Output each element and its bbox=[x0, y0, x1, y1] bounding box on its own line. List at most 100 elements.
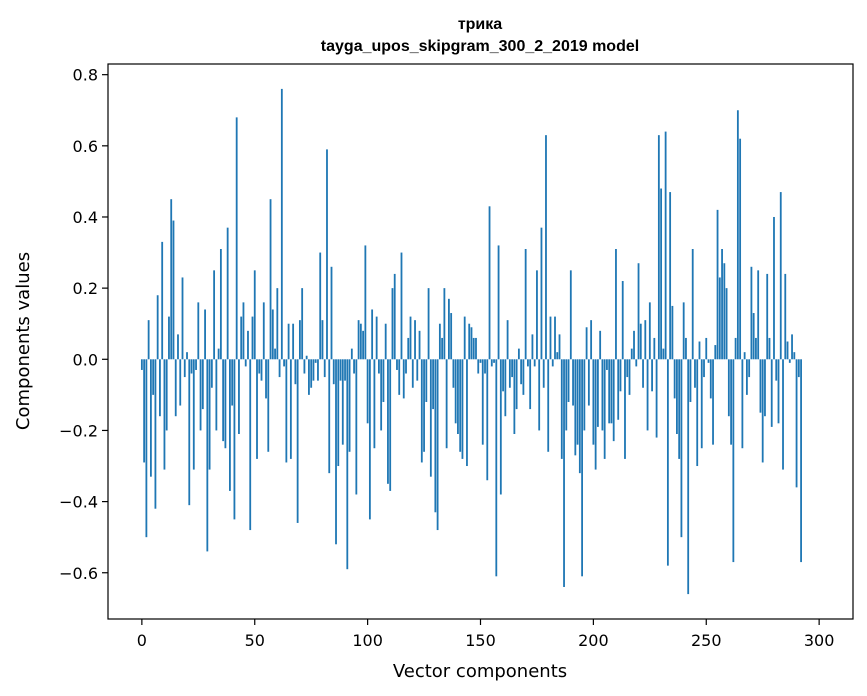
bar bbox=[653, 337, 656, 360]
bar bbox=[676, 359, 678, 434]
bar bbox=[502, 359, 504, 392]
bar bbox=[655, 359, 658, 438]
bar bbox=[743, 352, 746, 360]
bar bbox=[445, 359, 448, 449]
bar bbox=[795, 359, 798, 488]
bar bbox=[188, 359, 191, 506]
bars-group bbox=[140, 88, 802, 595]
bar bbox=[305, 355, 308, 360]
bar bbox=[174, 359, 177, 417]
bar bbox=[247, 330, 249, 360]
bar bbox=[423, 359, 425, 452]
bar bbox=[707, 359, 710, 363]
bar bbox=[233, 359, 236, 520]
bar bbox=[560, 359, 563, 459]
bar bbox=[452, 359, 455, 388]
bar bbox=[764, 359, 766, 417]
bar bbox=[393, 273, 396, 360]
bar bbox=[357, 320, 360, 360]
bar bbox=[624, 359, 626, 459]
bar bbox=[156, 295, 159, 360]
bar bbox=[626, 359, 629, 378]
bar bbox=[427, 288, 430, 360]
bar bbox=[694, 359, 696, 388]
bar bbox=[396, 359, 398, 370]
bar bbox=[262, 302, 265, 360]
bar bbox=[339, 359, 342, 381]
y-tick-label: −0.6 bbox=[59, 564, 98, 583]
bar bbox=[628, 359, 631, 395]
bar bbox=[276, 288, 279, 360]
bar bbox=[321, 320, 324, 360]
bar bbox=[461, 359, 464, 459]
bar bbox=[332, 359, 335, 385]
bar bbox=[615, 249, 617, 360]
y-tick-label: 0.6 bbox=[73, 137, 98, 156]
bar bbox=[761, 359, 764, 463]
bar bbox=[183, 359, 186, 378]
bar bbox=[513, 359, 516, 434]
bar bbox=[409, 316, 412, 360]
bar bbox=[213, 270, 216, 360]
bar bbox=[407, 337, 410, 360]
bar bbox=[736, 110, 739, 360]
bar bbox=[362, 330, 365, 360]
bar bbox=[612, 359, 615, 442]
bar bbox=[242, 302, 245, 360]
bar bbox=[714, 345, 717, 360]
bar bbox=[229, 359, 231, 491]
bar bbox=[192, 359, 195, 470]
x-axis-label: Vector components bbox=[393, 661, 567, 682]
bar bbox=[389, 359, 392, 491]
bar bbox=[651, 359, 653, 392]
bar bbox=[490, 359, 493, 367]
bar bbox=[285, 359, 288, 463]
bar bbox=[330, 266, 333, 360]
bar bbox=[481, 359, 484, 445]
bar bbox=[554, 316, 556, 360]
bar bbox=[660, 188, 663, 360]
bar bbox=[447, 298, 450, 360]
bar bbox=[319, 252, 322, 360]
bar bbox=[206, 359, 209, 552]
bar bbox=[797, 359, 800, 378]
bar bbox=[432, 359, 434, 410]
bar bbox=[298, 320, 301, 360]
bar bbox=[745, 359, 748, 395]
bar bbox=[366, 359, 369, 424]
bar bbox=[800, 359, 802, 563]
bar bbox=[328, 359, 331, 474]
bar bbox=[251, 316, 254, 360]
bar bbox=[703, 359, 705, 378]
bar bbox=[443, 288, 446, 360]
bar bbox=[574, 359, 577, 456]
bar bbox=[466, 359, 468, 467]
bar bbox=[475, 337, 477, 360]
bar bbox=[784, 273, 787, 360]
bar bbox=[637, 263, 640, 360]
bar bbox=[280, 88, 283, 360]
bar bbox=[301, 288, 304, 360]
bar bbox=[177, 334, 179, 360]
bar bbox=[493, 359, 495, 363]
bar bbox=[355, 359, 358, 495]
bar bbox=[454, 359, 457, 424]
bar bbox=[540, 227, 543, 360]
x-tick-label: 50 bbox=[245, 631, 265, 650]
bar bbox=[317, 359, 319, 381]
bar bbox=[730, 359, 732, 445]
bar bbox=[547, 359, 550, 452]
bar bbox=[590, 320, 593, 360]
bar bbox=[384, 323, 387, 360]
bar bbox=[599, 330, 602, 360]
bar bbox=[405, 359, 407, 374]
bar bbox=[529, 359, 532, 410]
bar bbox=[673, 359, 676, 399]
bar bbox=[411, 359, 414, 388]
bar bbox=[240, 316, 243, 360]
bar bbox=[680, 359, 683, 538]
bar bbox=[506, 320, 509, 360]
bar bbox=[698, 341, 701, 360]
bar bbox=[666, 359, 669, 566]
